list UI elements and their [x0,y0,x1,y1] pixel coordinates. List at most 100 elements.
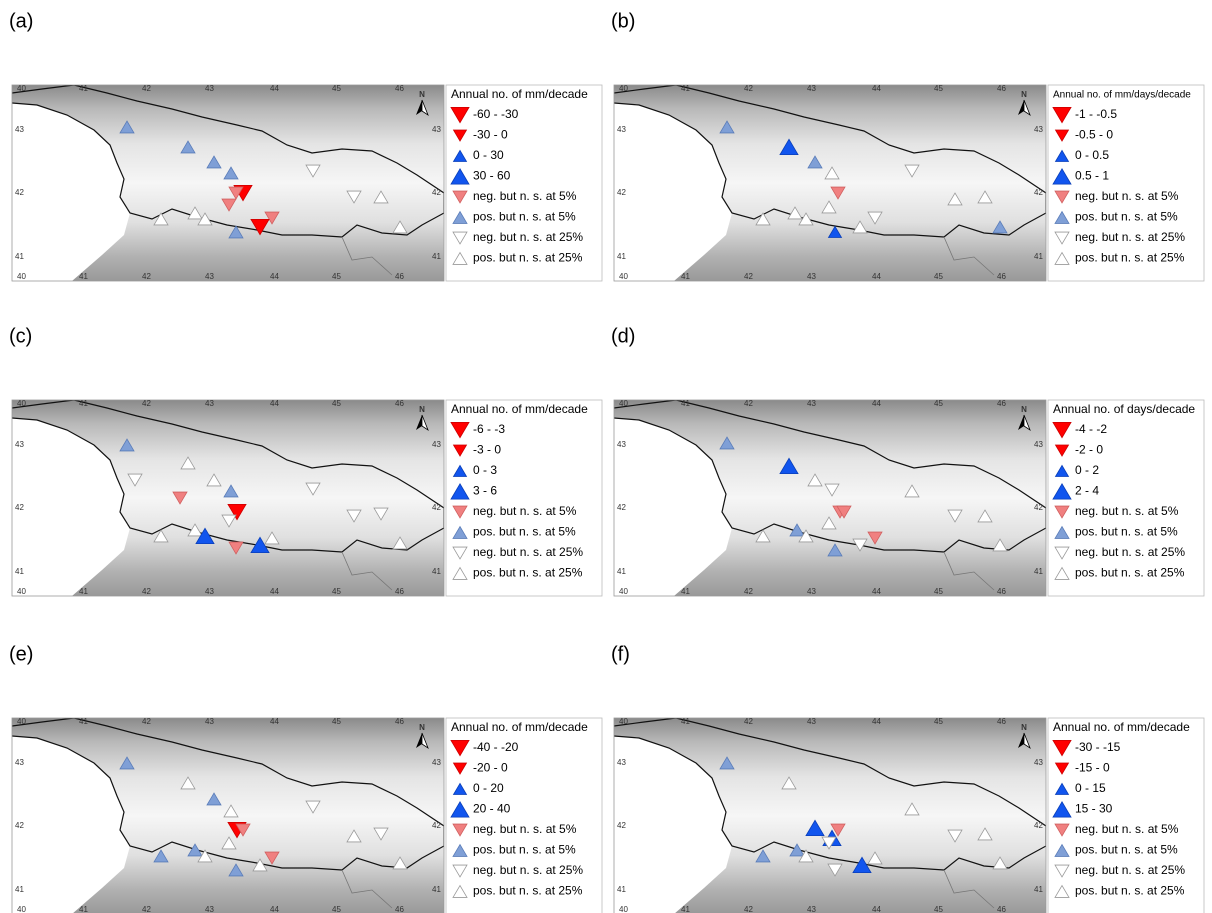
lon-label: 43 [205,587,214,596]
lat-label: 41 [617,567,626,576]
legend-label: 3 - 6 [473,484,497,498]
lon-label: 44 [270,717,279,726]
legend-label: 0.5 - 1 [1075,169,1109,183]
lon-label: 45 [332,717,341,726]
panel-label: (e) [9,643,33,665]
legend-label: -0.5 - 0 [1075,128,1113,142]
panel-label: (d) [611,325,635,347]
legend-label: pos. but n. s. at 25% [473,251,583,265]
lat-label: 43 [617,125,626,134]
lon-label: 42 [744,399,753,408]
lon-label: 40 [17,717,26,726]
lat-label: 42 [15,188,24,197]
lat-label: 42 [617,503,626,512]
map [12,400,444,596]
lat-label: 42 [617,821,626,830]
lat-label: 43 [432,758,441,767]
lon-label: 41 [79,272,88,281]
lon-label: 43 [807,587,816,596]
lat-label: 41 [1034,885,1043,894]
lon-label: 44 [270,84,279,93]
legend-label: -40 - -20 [473,740,519,754]
lat-label: 41 [617,252,626,261]
lon-label: 41 [681,272,690,281]
north-label: N [1021,723,1027,732]
legend-label: -3 - 0 [473,443,501,457]
legend-label: neg. but n. s. at 5% [473,189,577,203]
lon-label: 40 [17,399,26,408]
map [614,85,1046,281]
lat-label: 41 [432,885,441,894]
legend-label: 0 - 2 [1075,463,1099,477]
lon-label: 44 [872,587,881,596]
lon-label: 45 [332,272,341,281]
lon-label: 43 [205,272,214,281]
lon-label: 40 [619,399,628,408]
lon-label: 40 [17,272,26,281]
lat-label: 43 [617,758,626,767]
legend-label: pos. but n. s. at 25% [1075,251,1185,265]
legend-label: neg. but n. s. at 25% [1075,545,1185,559]
lon-label: 44 [872,272,881,281]
legend-title: Annual no. of mm/days/decade [1053,90,1191,101]
legend-label: neg. but n. s. at 25% [473,545,583,559]
lon-label: 44 [270,272,279,281]
lon-label: 42 [744,272,753,281]
legend-label: pos. but n. s. at 25% [473,566,583,580]
map [614,400,1046,596]
lon-label: 41 [79,905,88,913]
lat-label: 43 [617,440,626,449]
lat-label: 43 [1034,758,1043,767]
lon-label: 41 [79,717,88,726]
lat-label: 41 [15,885,24,894]
lon-label: 45 [332,905,341,913]
lat-label: 41 [1034,252,1043,261]
map [12,85,444,281]
lat-label: 42 [432,821,441,830]
lon-label: 40 [619,717,628,726]
legend-label: 0 - 0.5 [1075,148,1109,162]
lon-label: 41 [79,399,88,408]
lat-label: 41 [617,885,626,894]
lon-label: 43 [807,399,816,408]
lon-label: 46 [395,272,404,281]
legend-label: neg. but n. s. at 25% [1075,230,1185,244]
lon-label: 44 [270,905,279,913]
lon-label: 41 [681,717,690,726]
lon-label: 45 [934,905,943,913]
lon-label: 46 [395,905,404,913]
lon-label: 44 [872,399,881,408]
panel-label: (b) [611,10,635,32]
lon-label: 46 [395,84,404,93]
legend-label: 0 - 15 [1075,781,1106,795]
lon-label: 45 [934,399,943,408]
lon-label: 46 [997,84,1006,93]
lon-label: 42 [744,84,753,93]
lon-label: 41 [681,399,690,408]
north-label: N [1021,90,1027,99]
legend-title: Annual no. of mm/decade [451,87,588,101]
lat-label: 41 [15,252,24,261]
lon-label: 43 [807,272,816,281]
lon-label: 40 [17,587,26,596]
lat-label: 43 [1034,125,1043,134]
legend-label: pos. but n. s. at 5% [1075,210,1178,224]
legend-label: neg. but n. s. at 5% [1075,822,1179,836]
lon-label: 43 [205,84,214,93]
legend-label: -60 - -30 [473,107,519,121]
legend-label: -6 - -3 [473,422,505,436]
legend-label: 0 - 30 [473,148,504,162]
lat-label: 42 [15,821,24,830]
legend-label: pos. but n. s. at 5% [473,525,576,539]
lon-label: 45 [332,587,341,596]
lon-label: 42 [142,717,151,726]
lon-label: 42 [142,399,151,408]
lon-label: 44 [872,84,881,93]
lat-label: 42 [15,503,24,512]
lon-label: 46 [997,587,1006,596]
legend-title: Annual no. of days/decade [1053,402,1195,416]
lon-label: 46 [395,587,404,596]
lon-label: 43 [807,905,816,913]
lon-label: 40 [17,84,26,93]
